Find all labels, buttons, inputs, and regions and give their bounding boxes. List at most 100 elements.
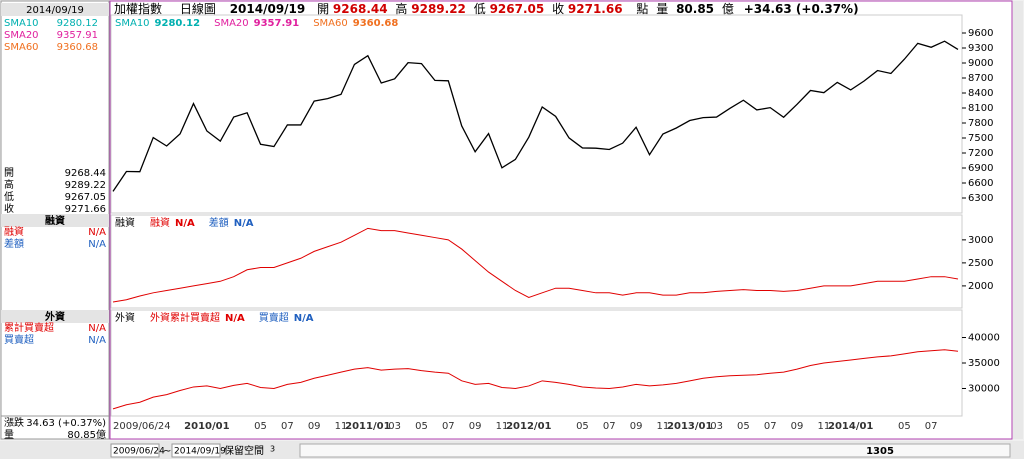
range-scroll[interactable] (299, 443, 1011, 458)
scrollbar[interactable] (1013, 1, 1023, 439)
quote-value: 9289.22 (411, 2, 466, 16)
sidebar-date-bg (1, 3, 109, 16)
count: 1305 (866, 446, 894, 457)
y-tick-label: 7800 (968, 118, 993, 129)
quote-value: 9268.44 (333, 2, 388, 16)
y-tick-label: 3000 (968, 235, 993, 246)
x-tick-label: 09 (791, 421, 804, 432)
legend-name: 融資 (115, 217, 135, 229)
end-input[interactable] (171, 443, 221, 458)
unit: 點 (636, 2, 648, 16)
row-label: 買賣超 (4, 333, 34, 346)
quote-label: 高 (395, 1, 407, 16)
start-input[interactable] (110, 443, 160, 458)
x-tick-label: 07 (603, 421, 616, 432)
x-tick-label: 05 (254, 421, 267, 432)
x-tick-label: 03 (710, 421, 723, 432)
legend-value: 9360.68 (353, 18, 399, 29)
y-tick-label: 40000 (968, 333, 1000, 344)
tilde: ~ (163, 446, 171, 457)
pane (110, 214, 963, 309)
row-value: N/A (88, 323, 106, 334)
price-line (112, 40, 959, 192)
ohlc-value: 9289.22 (65, 180, 106, 191)
sma-value: 9357.91 (57, 30, 98, 41)
y-tick-label: 6900 (968, 163, 993, 174)
legend-value: N/A (225, 313, 245, 324)
foreign-line (112, 349, 959, 410)
legend-name: SMA60 (313, 18, 348, 29)
quote-label: 開 (317, 2, 329, 16)
sma-value: 9360.68 (57, 42, 98, 53)
quote-label: 低 (474, 2, 486, 16)
y-tick-label: 8100 (968, 103, 993, 114)
sma-label: SMA60 (4, 42, 39, 53)
y-tick-label: 2500 (968, 258, 993, 269)
ohlc-value: 9268.44 (65, 168, 106, 179)
volume-value: 80.85億 (67, 428, 106, 441)
change: +34.63 (+0.37%) (744, 2, 859, 16)
margin-line (112, 227, 959, 303)
y-tick-label: 35000 (968, 358, 1000, 369)
ohlc-value: 9271.66 (65, 204, 106, 215)
y-tick-label: 7200 (968, 148, 993, 159)
volume: 80.85 (676, 2, 714, 16)
section-header-bg (1, 214, 109, 227)
header-name: 加權指數 (114, 1, 162, 16)
volume-label: 量 (656, 2, 668, 16)
x-tick-label: 05 (576, 421, 589, 432)
sma-value: 9280.12 (57, 18, 98, 29)
x-tick-label: 2012/01 (506, 421, 551, 432)
x-tick-label: 09 (308, 421, 321, 432)
legend-name: 融資 (150, 217, 170, 229)
section-header-bg (1, 310, 109, 323)
y-tick-label: 6600 (968, 178, 993, 189)
start-date: 2009/06/24 (113, 447, 165, 457)
row-label: 累計買賣超 (4, 321, 54, 334)
x-tick-label: 05 (737, 421, 750, 432)
x-tick-label: 11 (496, 421, 509, 432)
row-label: 差額 (4, 237, 24, 250)
chart-frame (109, 0, 1013, 440)
x-tick-label: 09 (469, 421, 482, 432)
quote-value: 9267.05 (490, 2, 545, 16)
x-tick-label: 2011/01 (345, 421, 390, 432)
x-tick-label: 11 (818, 421, 831, 432)
x-tick-label: 09 (630, 421, 643, 432)
x-tick-label: 05 (415, 421, 428, 432)
change-value: 34.63 (+0.37%) (26, 418, 106, 429)
row-label: 融資 (4, 226, 24, 238)
legend-name: SMA10 (115, 18, 150, 29)
ohlc-value: 9267.05 (65, 192, 106, 203)
legend-value: 9280.12 (155, 18, 201, 29)
y-tick-label: 9000 (968, 58, 993, 69)
ohlc-label: 低 (4, 190, 14, 203)
legend-name: 外資 (115, 312, 135, 324)
quote-value: 9271.66 (568, 2, 623, 16)
row-value: N/A (88, 227, 106, 238)
y-tick-label: 7500 (968, 133, 993, 144)
ohlc-label: 收 (4, 202, 14, 215)
legend-name: 外資累計買賣超 (150, 311, 220, 324)
x-tick-label: 07 (925, 421, 938, 432)
y-tick-label: 30000 (968, 383, 1000, 394)
x-tick-label: 2009/06/24 (113, 421, 171, 432)
ohlc-label: 高 (4, 178, 14, 191)
legend-value: N/A (294, 313, 314, 324)
reserve-label[interactable]: 保留空間 (224, 444, 264, 457)
y-tick-label: 8400 (968, 88, 993, 99)
header: 加權指數 日線圖 2014/09/19 開 9268.44 高 9289.22 … (114, 1, 859, 16)
end-date: 2014/09/19 (174, 447, 226, 457)
x-tick-label: 11 (657, 421, 670, 432)
legend-value: N/A (234, 218, 254, 229)
reserve-num: 3 (270, 445, 275, 454)
x-tick-label: 07 (281, 421, 294, 432)
section-header: 融資 (45, 214, 65, 227)
pane (110, 14, 963, 214)
change-label: 漲跌 (4, 416, 24, 429)
y-tick-label: 2000 (968, 281, 993, 292)
volume-unit: 億 (722, 2, 734, 16)
volume-label: 量 (4, 429, 14, 441)
row-value: N/A (88, 335, 106, 346)
